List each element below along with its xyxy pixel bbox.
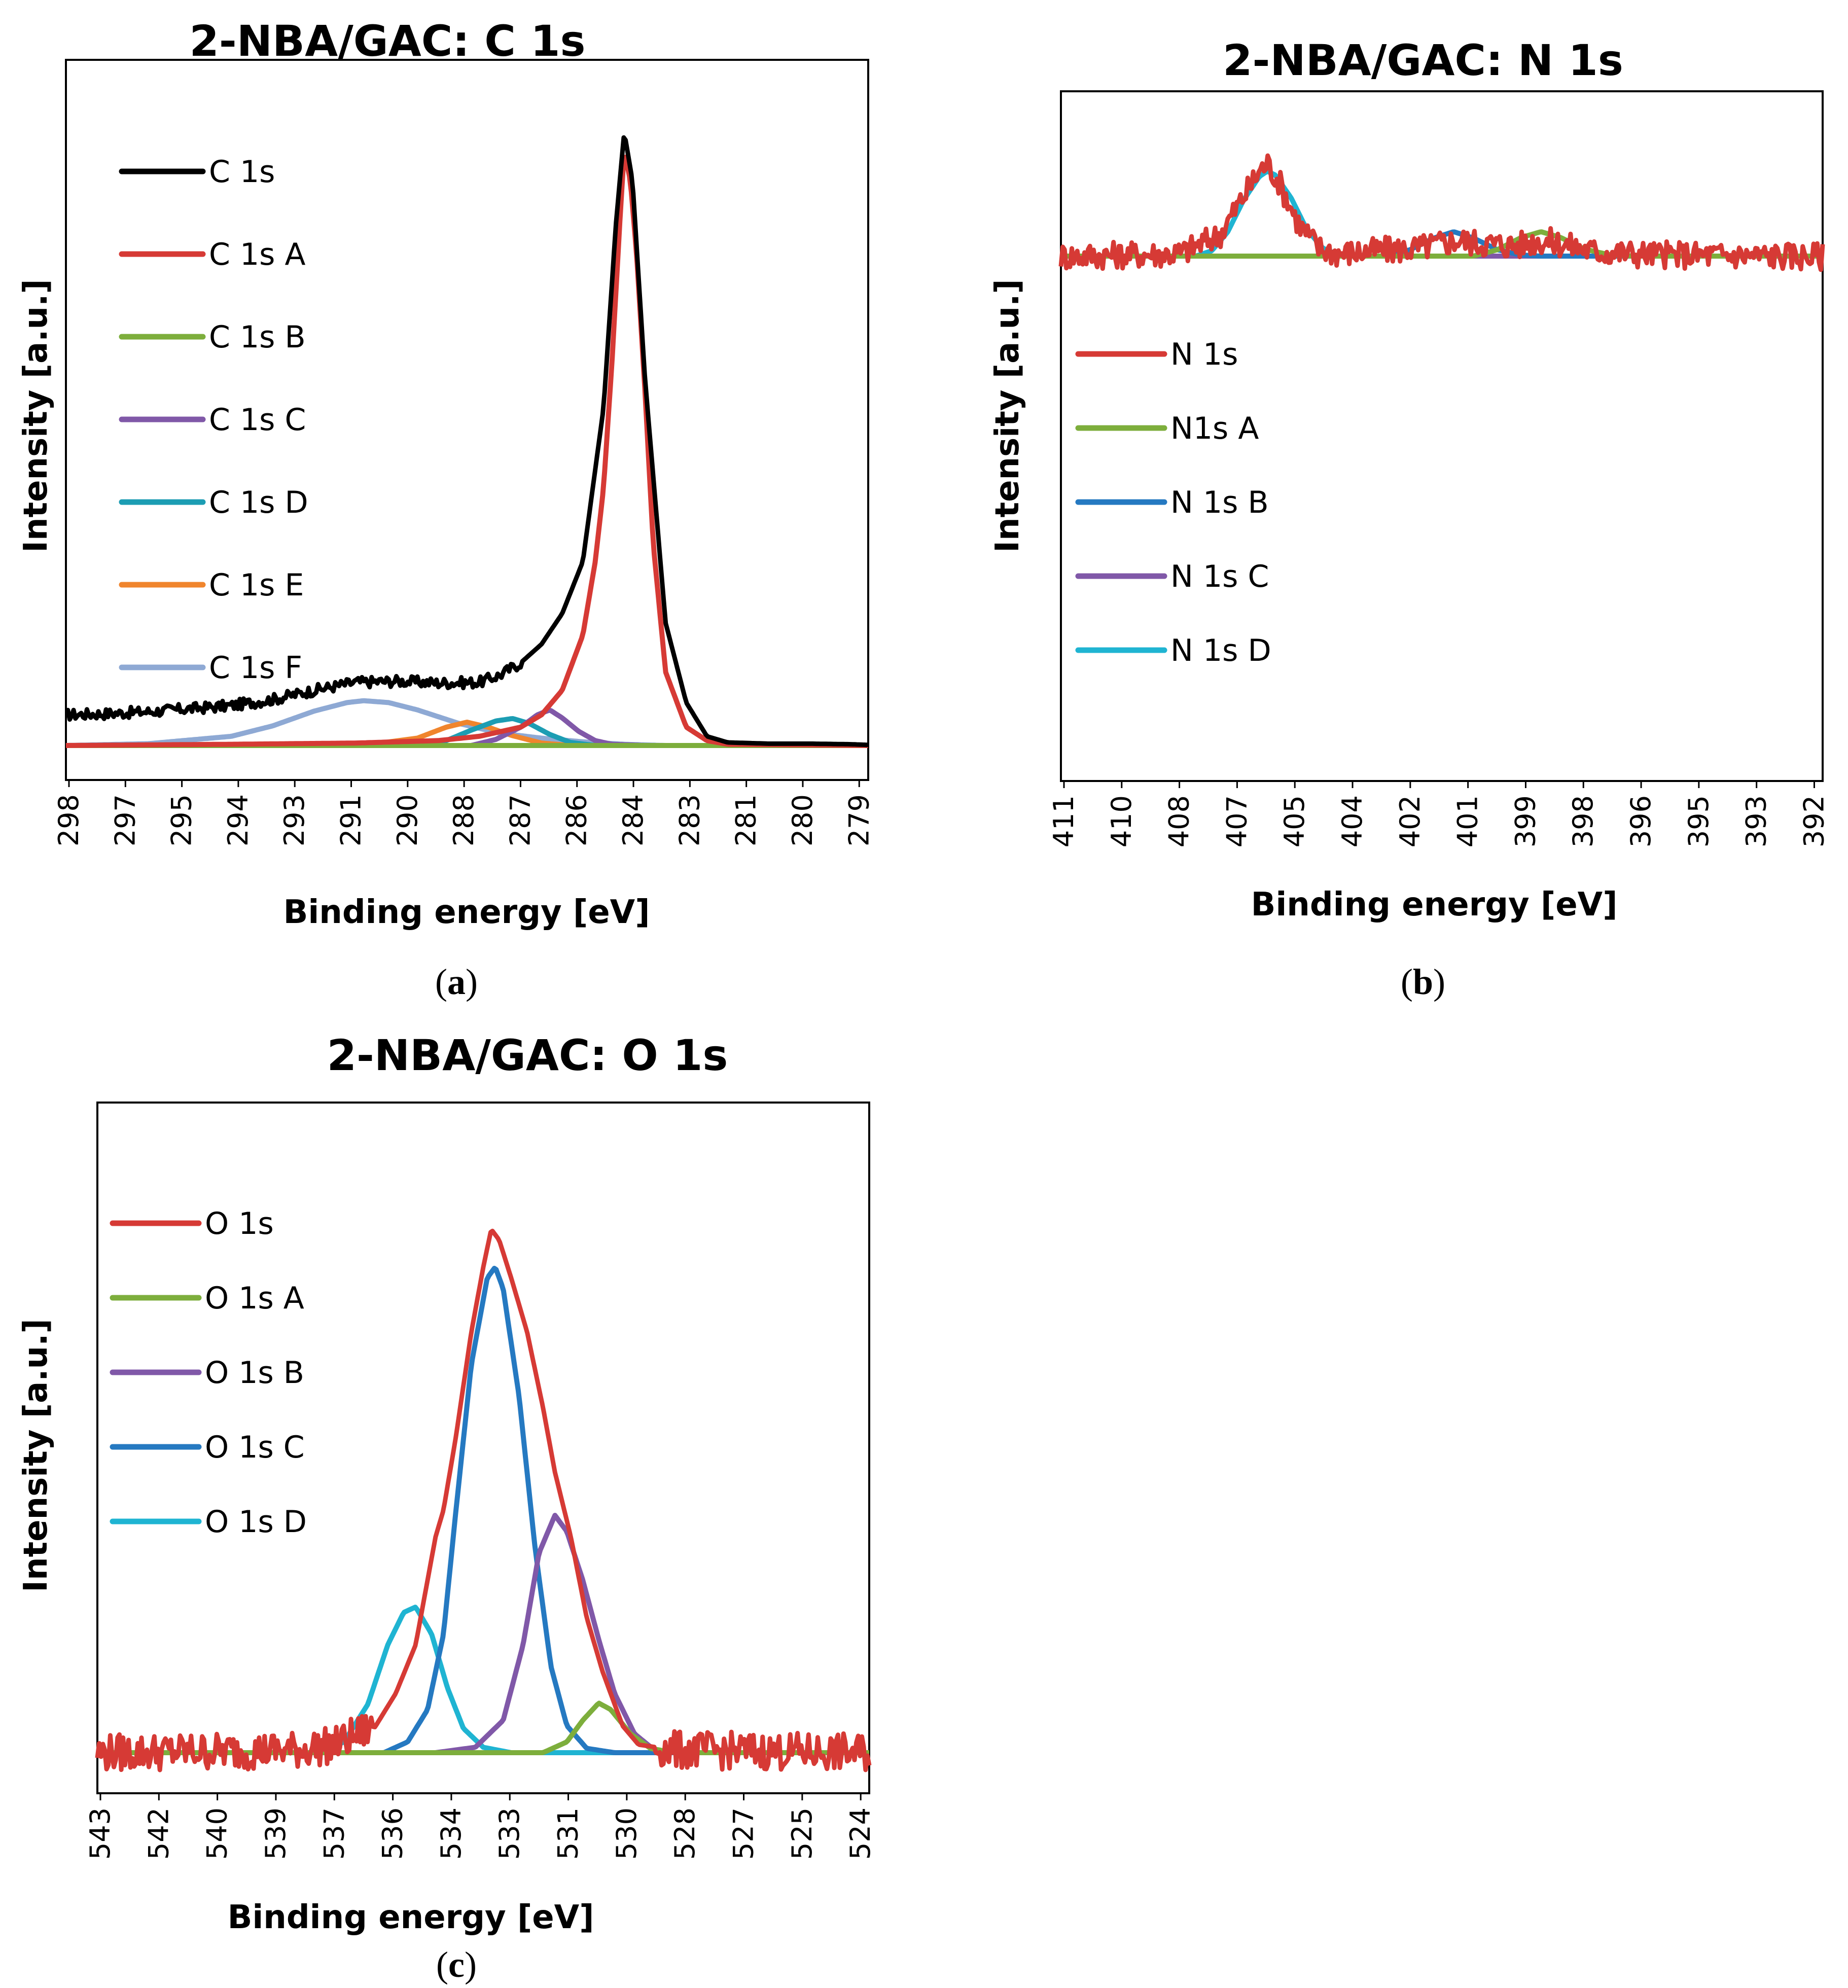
- x-tick-label: 534: [435, 1807, 467, 1860]
- plot-lines: [95, 1228, 872, 1772]
- panel-c1s: 2-NBA/GAC: C 1s 298 297 295 294 293 291 290 288…: [17, 16, 875, 1002]
- legend-label: O 1s D: [205, 1504, 307, 1540]
- series-line-o-1s: [95, 1228, 872, 1772]
- y-axis-label: Intensity [a.u.]: [17, 1319, 55, 1592]
- x-tick-label: 283: [673, 794, 705, 846]
- legend-label: N 1s B: [1170, 485, 1269, 520]
- legend: C 1s C 1s A C 1s B C 1s C C 1s D C 1s E C 1s F: [119, 154, 308, 686]
- x-tick-label: 291: [335, 794, 367, 846]
- legend-label: O 1s B: [205, 1355, 304, 1391]
- series-line-c-1s: [65, 135, 869, 748]
- x-tick-label: 528: [669, 1807, 701, 1860]
- x-tick-label: 280: [787, 794, 819, 846]
- x-tick-label: 402: [1394, 795, 1426, 847]
- y-axis-label: Intensity [a.u.]: [17, 279, 55, 552]
- x-tick-label: 401: [1452, 795, 1484, 847]
- plot-area: [96, 1102, 870, 1794]
- caption-a: (a): [435, 962, 478, 1002]
- x-tick-label: 542: [143, 1807, 174, 1860]
- plot-lines: [1058, 153, 1825, 272]
- x-tick-label: 537: [318, 1807, 350, 1860]
- x-tick-label: 281: [730, 794, 762, 846]
- x-ticks: 543 542 540 539 537 536 534 533 531 530 528 527 525 5…: [84, 1793, 876, 1860]
- x-tick-label: 536: [377, 1807, 409, 1860]
- x-tick-label: 295: [166, 794, 198, 846]
- caption-c: (c): [436, 1944, 477, 1985]
- x-tick-label: 286: [561, 794, 593, 846]
- x-tick-label: 396: [1625, 795, 1657, 847]
- x-tick-label: 287: [504, 794, 536, 846]
- series-line-n-1s: [1058, 153, 1825, 272]
- legend-label: O 1s A: [205, 1281, 304, 1316]
- legend-label: C 1s E: [209, 567, 304, 603]
- x-tick-label: 410: [1106, 795, 1138, 847]
- x-tick-label: 288: [448, 794, 480, 846]
- x-tick-label: 527: [728, 1807, 760, 1860]
- x-tick-label: 399: [1509, 795, 1541, 847]
- x-tick-label: 407: [1221, 795, 1253, 847]
- chart-title: 2-NBA/GAC: O 1s: [327, 1031, 728, 1080]
- x-tick-label: 297: [109, 794, 141, 846]
- legend-label: C 1s: [209, 154, 275, 190]
- x-tick-label: 525: [786, 1807, 818, 1860]
- y-axis-label: Intensity [a.u.]: [989, 279, 1026, 552]
- x-tick-label: 531: [552, 1807, 584, 1860]
- x-tick-label: 290: [392, 794, 423, 846]
- x-tick-label: 540: [201, 1807, 233, 1860]
- caption-letter: a: [447, 962, 466, 1002]
- legend-label: N 1s D: [1170, 633, 1271, 668]
- legend-label: O 1s: [205, 1206, 274, 1241]
- x-ticks: 411 410 408 407 405 404 402 401 399 398 396 395 393 3…: [1048, 781, 1830, 847]
- x-tick-label: 530: [611, 1807, 643, 1860]
- legend-label: C 1s A: [209, 237, 306, 272]
- x-tick-label: 405: [1278, 795, 1310, 847]
- legend-label: C 1s F: [209, 650, 302, 686]
- x-tick-label: 539: [260, 1807, 292, 1860]
- caption-b: (b): [1401, 962, 1445, 1002]
- legend-label: O 1s C: [205, 1430, 305, 1465]
- x-tick-label: 411: [1048, 795, 1080, 847]
- chart-title: 2-NBA/GAC: C 1s: [189, 16, 585, 66]
- x-tick-label: 284: [617, 794, 649, 846]
- legend-label: N1s A: [1170, 411, 1259, 446]
- x-axis-label: Binding energy [eV]: [1251, 886, 1618, 924]
- legend-label: C 1s B: [209, 320, 306, 355]
- x-tick-label: 392: [1798, 795, 1830, 847]
- caption-letter: b: [1413, 962, 1433, 1002]
- x-tick-label: 393: [1740, 795, 1772, 847]
- x-axis-label: Binding energy [eV]: [283, 894, 650, 931]
- legend-label: N 1s: [1170, 337, 1238, 372]
- plot-area: [1060, 90, 1824, 782]
- legend: O 1s O 1s A O 1s B O 1s C O 1s D: [110, 1206, 307, 1540]
- x-axis-label: Binding energy [eV]: [228, 1899, 594, 1936]
- x-tick-label: 398: [1567, 795, 1599, 847]
- panel-o1s: 2-NBA/GAC: O 1s 543 542 540 539 537 536 534 533…: [17, 1031, 876, 1985]
- x-tick-label: 298: [53, 794, 85, 846]
- x-tick-label: 408: [1163, 795, 1195, 847]
- legend-label: C 1s C: [209, 402, 306, 438]
- x-tick-label: 524: [844, 1807, 876, 1860]
- caption-letter: c: [448, 1944, 465, 1985]
- legend-label: N 1s C: [1170, 559, 1269, 594]
- x-tick-label: 404: [1336, 795, 1368, 847]
- x-tick-label: 543: [84, 1807, 116, 1860]
- panel-n1s: 2-NBA/GAC: N 1s 411 410 408 407 405 404 402 401…: [989, 36, 1830, 1002]
- x-ticks: 298 297 295 294 293 291 290 288 287 286 284 283 281 2…: [53, 780, 875, 846]
- x-tick-label: 294: [222, 794, 254, 846]
- legend-label: C 1s D: [209, 485, 308, 520]
- plot-lines: [65, 135, 869, 748]
- x-tick-label: 279: [843, 794, 875, 846]
- x-tick-label: 293: [278, 794, 310, 846]
- x-tick-label: 533: [493, 1807, 525, 1860]
- x-tick-label: 395: [1683, 795, 1715, 847]
- chart-title: 2-NBA/GAC: N 1s: [1223, 36, 1623, 85]
- legend: N 1s N1s A N 1s B N 1s C N 1s D: [1075, 337, 1271, 668]
